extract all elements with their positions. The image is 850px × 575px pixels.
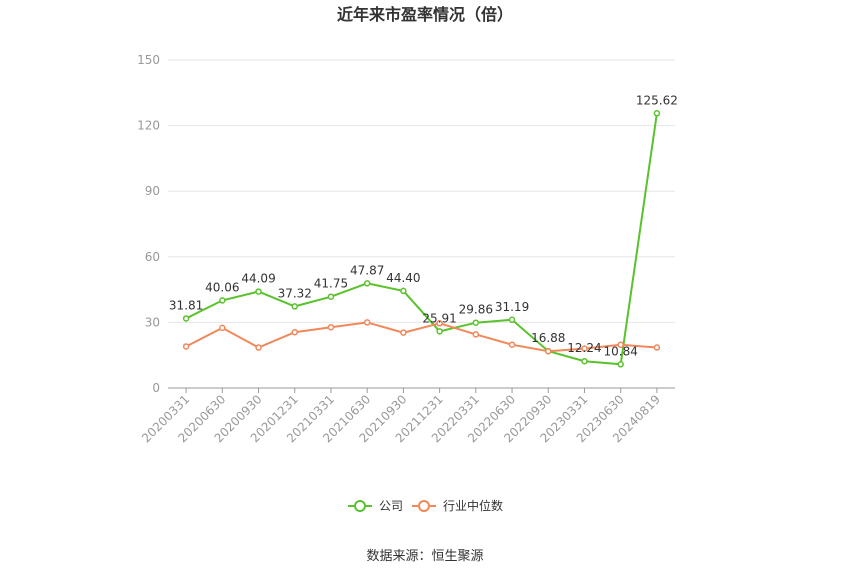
y-tick-label: 30 (145, 315, 160, 329)
data-point-1-0[interactable] (182, 343, 190, 350)
data-point-0-7[interactable] (436, 328, 443, 335)
series-line-0 (185, 113, 658, 366)
data-point-1-2[interactable] (255, 344, 262, 351)
data-point-1-6[interactable] (400, 329, 407, 336)
data-point-0-5[interactable] (363, 280, 371, 287)
x-axis: 2020033120200630202009302020123120210331… (139, 387, 675, 445)
y-tick-label: 150 (137, 53, 160, 67)
data-label-6: 44.40 (386, 271, 420, 285)
data-label-7: 25.91 (422, 311, 456, 325)
data-label-13: 125.62 (636, 93, 678, 107)
legend-item-industry-median[interactable]: 行业中位数 (412, 498, 503, 513)
legend: 公司 行业中位数 (348, 498, 503, 513)
legend-company-marker (354, 500, 366, 512)
grid-lines (168, 59, 675, 323)
data-label-10: 16.88 (531, 331, 565, 345)
data-point-0-8[interactable] (472, 319, 480, 326)
chart-title: 近年来市盈率情况（倍） (337, 5, 513, 24)
data-point-1-9[interactable] (508, 341, 516, 348)
data-point-0-1[interactable] (219, 297, 226, 304)
legend-item-company[interactable]: 公司 (348, 499, 403, 513)
data-label-0: 31.81 (169, 298, 203, 312)
data-point-1-5[interactable] (363, 319, 371, 326)
data-point-1-11[interactable] (581, 345, 588, 352)
data-point-0-6[interactable] (400, 287, 407, 295)
y-tick-label: 120 (137, 119, 160, 133)
data-point-0-11[interactable] (581, 357, 588, 365)
legend-industry-marker (418, 500, 430, 512)
data-point-0-3[interactable] (291, 303, 298, 310)
data-source: 数据来源：恒生聚源 (366, 549, 483, 564)
data-point-1-7[interactable] (436, 320, 443, 327)
y-tick-label: 60 (145, 250, 160, 264)
data-point-1-10[interactable] (545, 348, 552, 355)
legend-company-label: 公司 (379, 499, 403, 513)
series-line-1 (185, 321, 657, 353)
data-point-1-3[interactable] (291, 328, 298, 336)
data-label-9: 31.19 (495, 300, 529, 314)
y-tick-label: 0 (152, 381, 160, 395)
data-point-0-13[interactable] (653, 110, 661, 117)
data-point-1-4[interactable] (327, 323, 335, 331)
y-axis: 0 30 60 90 120 150 (137, 53, 160, 395)
data-label-12: 10.84 (603, 344, 637, 358)
y-tick-label: 90 (145, 184, 160, 198)
data-point-0-2[interactable] (255, 288, 262, 295)
data-label-11: 12.24 (567, 341, 601, 355)
data-point-1-1[interactable] (219, 324, 226, 332)
data-point-1-12[interactable] (617, 341, 624, 348)
data-point-0-0[interactable] (182, 315, 190, 322)
data-point-1-8[interactable] (472, 331, 480, 338)
legend-industry-label: 行业中位数 (443, 498, 503, 513)
data-label-5: 47.87 (350, 263, 384, 277)
series-layer (182, 110, 661, 368)
data-point-0-12[interactable] (617, 361, 624, 368)
data-label-4: 41.75 (314, 277, 348, 291)
data-point-1-13[interactable] (653, 344, 661, 351)
data-point-0-9[interactable] (508, 316, 516, 324)
data-label-2: 44.09 (241, 272, 275, 286)
data-label-3: 37.32 (278, 286, 312, 300)
data-label-1: 40.06 (205, 280, 239, 294)
data-point-0-4[interactable] (327, 293, 335, 300)
data-label-8: 29.86 (459, 303, 493, 317)
